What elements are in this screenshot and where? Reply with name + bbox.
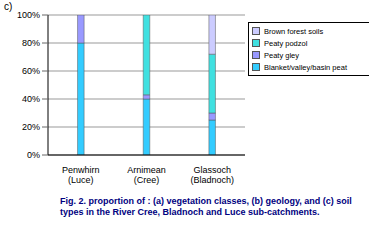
svg-text:80%: 80% — [22, 38, 40, 48]
html-text:Fig. 2. proportion of : (a) ve: Fig. 2. proportion of : (a) vegetation c… — [60, 196, 352, 217]
svg-text:0%: 0% — [27, 150, 40, 160]
svg-text:Glassoch(Bladnoch): Glassoch(Bladnoch) — [190, 165, 234, 185]
svg-text:100%: 100% — [17, 10, 40, 20]
html-text:Peaty podzol: Peaty podzol — [264, 38, 308, 48]
html-text:c): c) — [4, 1, 13, 12]
html-text:Peaty gley: Peaty gley — [264, 50, 299, 60]
svg-text:Penwhirn(Luce): Penwhirn(Luce) — [62, 165, 100, 185]
svg-text:Arnimean(Cree): Arnimean(Cree) — [127, 165, 166, 185]
svg-text:60%: 60% — [22, 66, 40, 76]
svg-text:20%: 20% — [22, 122, 40, 132]
svg-text:40%: 40% — [22, 94, 40, 104]
html-text:Brown forest soils: Brown forest soils — [264, 26, 324, 36]
html-text:Blanket/valley/basin peat: Blanket/valley/basin peat — [264, 62, 347, 72]
